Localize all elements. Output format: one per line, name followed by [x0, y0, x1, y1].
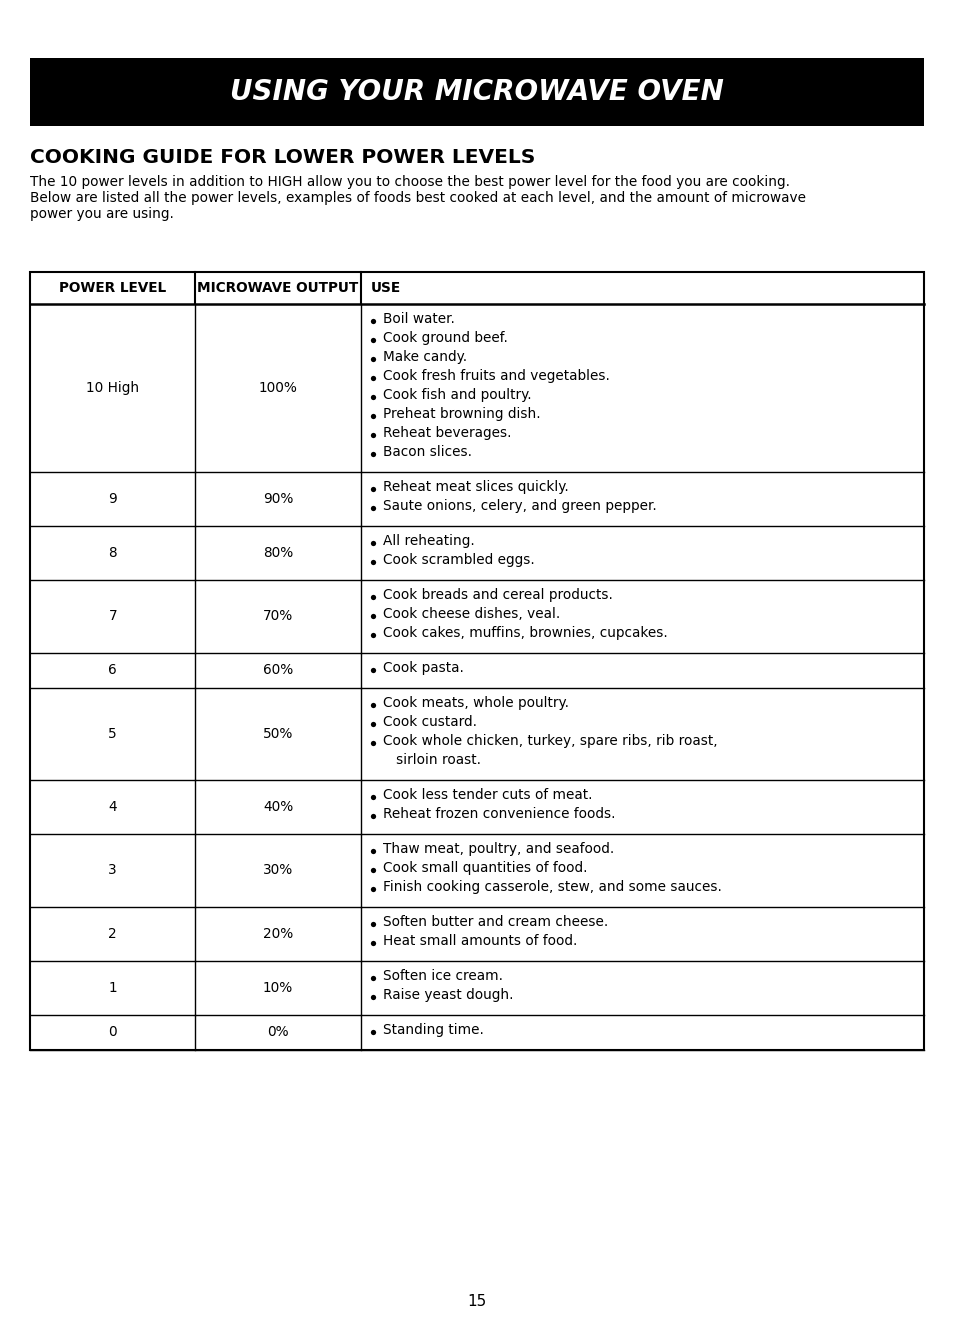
- Text: Below are listed all the power levels, examples of foods best cooked at each lev: Below are listed all the power levels, e…: [30, 191, 805, 205]
- Text: Cook cakes, muffins, brownies, cupcakes.: Cook cakes, muffins, brownies, cupcakes.: [382, 625, 667, 640]
- Text: Bacon slices.: Bacon slices.: [382, 446, 472, 459]
- Text: 4: 4: [109, 800, 117, 815]
- Text: 40%: 40%: [263, 800, 293, 815]
- Text: Cook scrambled eggs.: Cook scrambled eggs.: [382, 553, 534, 568]
- Text: 8: 8: [109, 546, 117, 560]
- Text: 70%: 70%: [263, 609, 293, 624]
- Bar: [30, 58, 923, 126]
- Text: 9: 9: [109, 493, 117, 506]
- Text: Cook small quantities of food.: Cook small quantities of food.: [382, 862, 587, 875]
- Text: Reheat beverages.: Reheat beverages.: [382, 425, 511, 440]
- Text: Cook fresh fruits and vegetables.: Cook fresh fruits and vegetables.: [382, 369, 609, 382]
- Text: 30%: 30%: [263, 863, 293, 878]
- Text: Preheat browning dish.: Preheat browning dish.: [382, 407, 539, 421]
- Text: 20%: 20%: [263, 927, 293, 941]
- Text: 3: 3: [109, 863, 117, 878]
- Text: Boil water.: Boil water.: [382, 311, 455, 326]
- Text: 50%: 50%: [263, 727, 293, 741]
- Text: USING YOUR MICROWAVE OVEN: USING YOUR MICROWAVE OVEN: [230, 78, 723, 106]
- Text: 1: 1: [109, 981, 117, 994]
- Text: power you are using.: power you are using.: [30, 207, 173, 221]
- Text: Make candy.: Make candy.: [382, 350, 466, 364]
- Text: Cook less tender cuts of meat.: Cook less tender cuts of meat.: [382, 788, 592, 803]
- Text: COOKING GUIDE FOR LOWER POWER LEVELS: COOKING GUIDE FOR LOWER POWER LEVELS: [30, 148, 535, 166]
- Text: Heat small amounts of food.: Heat small amounts of food.: [382, 934, 577, 947]
- Text: Finish cooking casserole, stew, and some sauces.: Finish cooking casserole, stew, and some…: [382, 880, 720, 894]
- Text: sirloin roast.: sirloin roast.: [382, 753, 480, 768]
- Text: Cook pasta.: Cook pasta.: [382, 662, 463, 675]
- Text: Cook whole chicken, turkey, spare ribs, rib roast,: Cook whole chicken, turkey, spare ribs, …: [382, 734, 717, 747]
- Text: Raise yeast dough.: Raise yeast dough.: [382, 988, 513, 1002]
- Text: Thaw meat, poultry, and seafood.: Thaw meat, poultry, and seafood.: [382, 841, 614, 856]
- Text: 90%: 90%: [263, 493, 293, 506]
- Text: Cook fish and poultry.: Cook fish and poultry.: [382, 388, 531, 403]
- Text: 80%: 80%: [263, 546, 293, 560]
- Text: Saute onions, celery, and green pepper.: Saute onions, celery, and green pepper.: [382, 499, 656, 513]
- Text: Cook ground beef.: Cook ground beef.: [382, 331, 507, 345]
- Text: Soften butter and cream cheese.: Soften butter and cream cheese.: [382, 915, 607, 929]
- Text: The 10 power levels in addition to HIGH allow you to choose the best power level: The 10 power levels in addition to HIGH …: [30, 174, 789, 189]
- Text: 0: 0: [109, 1025, 117, 1040]
- Text: 5: 5: [109, 727, 117, 741]
- Text: 10%: 10%: [263, 981, 293, 994]
- Text: Cook custard.: Cook custard.: [382, 715, 476, 729]
- Text: 10 High: 10 High: [86, 381, 139, 395]
- Text: 100%: 100%: [258, 381, 297, 395]
- Text: Soften ice cream.: Soften ice cream.: [382, 969, 502, 982]
- Text: Cook meats, whole poultry.: Cook meats, whole poultry.: [382, 696, 568, 710]
- Text: 15: 15: [467, 1295, 486, 1310]
- Text: All reheating.: All reheating.: [382, 534, 474, 548]
- Text: Cook breads and cereal products.: Cook breads and cereal products.: [382, 588, 612, 603]
- Text: 2: 2: [109, 927, 117, 941]
- Bar: [30, 272, 923, 1049]
- Text: Reheat frozen convenience foods.: Reheat frozen convenience foods.: [382, 807, 615, 821]
- Text: Standing time.: Standing time.: [382, 1023, 483, 1037]
- Text: 60%: 60%: [263, 663, 293, 678]
- Text: 0%: 0%: [267, 1025, 289, 1040]
- Text: 7: 7: [109, 609, 117, 624]
- Text: USE: USE: [371, 280, 400, 295]
- Text: Reheat meat slices quickly.: Reheat meat slices quickly.: [382, 480, 568, 494]
- Text: POWER LEVEL: POWER LEVEL: [59, 280, 166, 295]
- Text: MICROWAVE OUTPUT: MICROWAVE OUTPUT: [197, 280, 358, 295]
- Text: 6: 6: [109, 663, 117, 678]
- Text: Cook cheese dishes, veal.: Cook cheese dishes, veal.: [382, 607, 559, 621]
